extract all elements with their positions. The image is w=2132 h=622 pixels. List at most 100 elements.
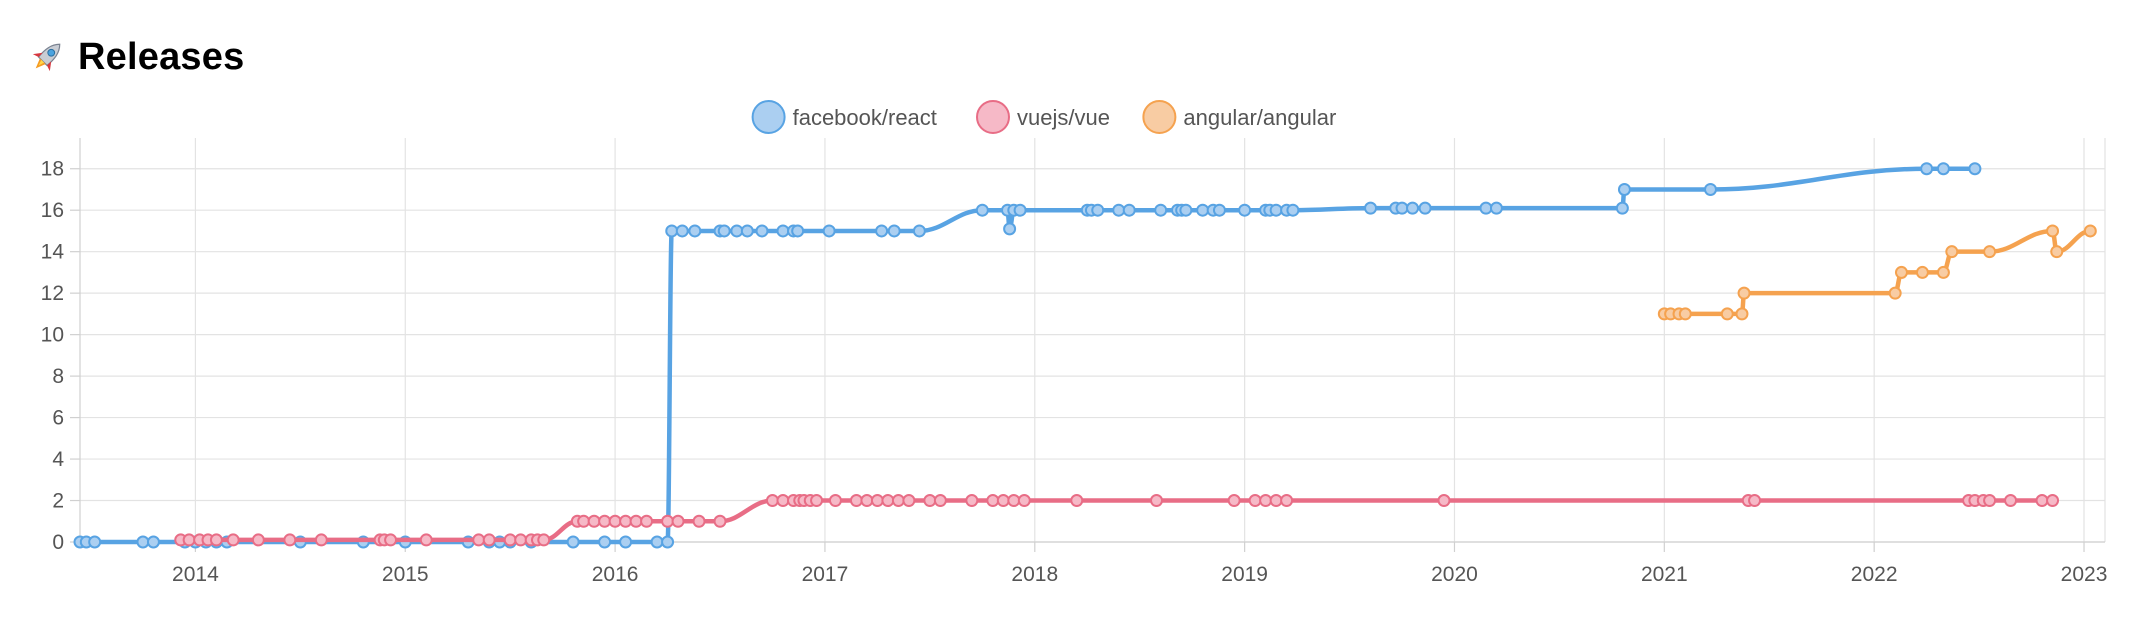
data-point-vuejs-vue[interactable]: [283, 533, 297, 547]
data-point-facebook-react[interactable]: [875, 224, 889, 238]
data-point-facebook-react[interactable]: [566, 535, 580, 549]
data-point-vuejs-vue[interactable]: [619, 514, 633, 528]
data-point-vuejs-vue[interactable]: [182, 533, 196, 547]
data-point-vuejs-vue[interactable]: [1269, 494, 1283, 508]
data-point-angular-angular[interactable]: [1945, 245, 1959, 259]
data-point-angular-angular[interactable]: [2083, 224, 2097, 238]
data-point-vuejs-vue[interactable]: [472, 533, 486, 547]
data-point-vuejs-vue[interactable]: [587, 514, 601, 528]
data-point-facebook-react[interactable]: [688, 224, 702, 238]
data-point-facebook-react[interactable]: [1003, 222, 1017, 236]
data-point-vuejs-vue[interactable]: [891, 494, 905, 508]
data-point-facebook-react[interactable]: [1238, 203, 1252, 217]
data-point-vuejs-vue[interactable]: [713, 514, 727, 528]
data-point-facebook-react[interactable]: [1406, 201, 1420, 215]
data-point-angular-angular[interactable]: [1983, 245, 1997, 259]
data-point-vuejs-vue[interactable]: [503, 533, 517, 547]
data-point-vuejs-vue[interactable]: [608, 514, 622, 528]
data-point-facebook-react[interactable]: [1479, 201, 1493, 215]
data-point-vuejs-vue[interactable]: [933, 494, 947, 508]
data-point-facebook-react[interactable]: [1395, 201, 1409, 215]
data-point-angular-angular[interactable]: [2046, 224, 2060, 238]
data-point-vuejs-vue[interactable]: [1007, 494, 1021, 508]
data-point-vuejs-vue[interactable]: [1248, 494, 1262, 508]
data-point-facebook-react[interactable]: [88, 535, 102, 549]
data-point-facebook-react[interactable]: [1968, 162, 1982, 176]
data-point-vuejs-vue[interactable]: [419, 533, 433, 547]
data-point-facebook-react[interactable]: [598, 535, 612, 549]
data-point-facebook-react[interactable]: [1364, 201, 1378, 215]
data-point-facebook-react[interactable]: [665, 224, 679, 238]
data-point-vuejs-vue[interactable]: [1437, 494, 1451, 508]
data-point-facebook-react[interactable]: [1936, 162, 1950, 176]
data-point-facebook-react[interactable]: [730, 224, 744, 238]
data-point-facebook-react[interactable]: [1091, 203, 1105, 217]
data-point-facebook-react[interactable]: [1286, 203, 1300, 217]
data-point-vuejs-vue[interactable]: [1070, 494, 1084, 508]
data-point-vuejs-vue[interactable]: [2046, 494, 2060, 508]
data-point-vuejs-vue[interactable]: [629, 514, 643, 528]
data-point-vuejs-vue[interactable]: [2035, 494, 2049, 508]
data-point-facebook-react[interactable]: [650, 535, 664, 549]
data-point-vuejs-vue[interactable]: [1259, 494, 1273, 508]
data-point-vuejs-vue[interactable]: [692, 514, 706, 528]
data-point-angular-angular[interactable]: [1720, 307, 1734, 321]
data-point-facebook-react[interactable]: [1212, 203, 1226, 217]
data-point-facebook-react[interactable]: [717, 224, 731, 238]
data-point-facebook-react[interactable]: [755, 224, 769, 238]
data-point-vuejs-vue[interactable]: [537, 533, 551, 547]
data-point-vuejs-vue[interactable]: [965, 494, 979, 508]
data-point-angular-angular[interactable]: [1936, 265, 1950, 279]
data-point-facebook-react[interactable]: [822, 224, 836, 238]
data-point-facebook-react[interactable]: [1703, 182, 1717, 196]
data-point-facebook-react[interactable]: [1112, 203, 1126, 217]
data-point-facebook-react[interactable]: [1179, 203, 1193, 217]
data-point-vuejs-vue[interactable]: [314, 533, 328, 547]
data-point-vuejs-vue[interactable]: [482, 533, 496, 547]
data-point-vuejs-vue[interactable]: [870, 494, 884, 508]
data-point-facebook-react[interactable]: [1617, 182, 1631, 196]
data-point-vuejs-vue[interactable]: [598, 514, 612, 528]
data-point-vuejs-vue[interactable]: [209, 533, 223, 547]
data-point-facebook-react[interactable]: [1122, 203, 1136, 217]
data-point-facebook-react[interactable]: [661, 535, 675, 549]
data-point-facebook-react[interactable]: [912, 224, 926, 238]
data-point-facebook-react[interactable]: [1269, 203, 1283, 217]
data-point-facebook-react[interactable]: [1489, 201, 1503, 215]
data-point-vuejs-vue[interactable]: [860, 494, 874, 508]
legend-item-facebook-react[interactable]: facebook/react: [751, 100, 937, 134]
data-point-vuejs-vue[interactable]: [226, 533, 240, 547]
data-point-vuejs-vue[interactable]: [986, 494, 1000, 508]
data-point-vuejs-vue[interactable]: [996, 494, 1010, 508]
data-point-vuejs-vue[interactable]: [1150, 494, 1164, 508]
data-point-facebook-react[interactable]: [887, 224, 901, 238]
data-point-vuejs-vue[interactable]: [828, 494, 842, 508]
data-point-facebook-react[interactable]: [1196, 203, 1210, 217]
data-point-vuejs-vue[interactable]: [1983, 494, 1997, 508]
data-point-facebook-react[interactable]: [740, 224, 754, 238]
data-point-vuejs-vue[interactable]: [514, 533, 528, 547]
data-point-vuejs-vue[interactable]: [251, 533, 265, 547]
data-point-vuejs-vue[interactable]: [2004, 494, 2018, 508]
data-point-vuejs-vue[interactable]: [765, 494, 779, 508]
data-point-angular-angular[interactable]: [1735, 307, 1749, 321]
data-point-vuejs-vue[interactable]: [810, 494, 824, 508]
data-point-angular-angular[interactable]: [1888, 286, 1902, 300]
data-point-facebook-react[interactable]: [146, 535, 160, 549]
data-point-vuejs-vue[interactable]: [1280, 494, 1294, 508]
data-point-facebook-react[interactable]: [1013, 203, 1027, 217]
data-point-angular-angular[interactable]: [1894, 265, 1908, 279]
data-point-vuejs-vue[interactable]: [640, 514, 654, 528]
data-point-facebook-react[interactable]: [1615, 201, 1629, 215]
data-point-facebook-react[interactable]: [1154, 203, 1168, 217]
data-point-angular-angular[interactable]: [1737, 286, 1751, 300]
data-point-vuejs-vue[interactable]: [1748, 494, 1762, 508]
data-point-facebook-react[interactable]: [619, 535, 633, 549]
data-point-facebook-react[interactable]: [1418, 201, 1432, 215]
data-point-vuejs-vue[interactable]: [1227, 494, 1241, 508]
data-point-vuejs-vue[interactable]: [902, 494, 916, 508]
data-point-facebook-react[interactable]: [675, 224, 689, 238]
data-point-angular-angular[interactable]: [2050, 245, 2064, 259]
data-point-vuejs-vue[interactable]: [881, 494, 895, 508]
legend-item-angular-angular[interactable]: angular/angular: [1142, 100, 1336, 134]
